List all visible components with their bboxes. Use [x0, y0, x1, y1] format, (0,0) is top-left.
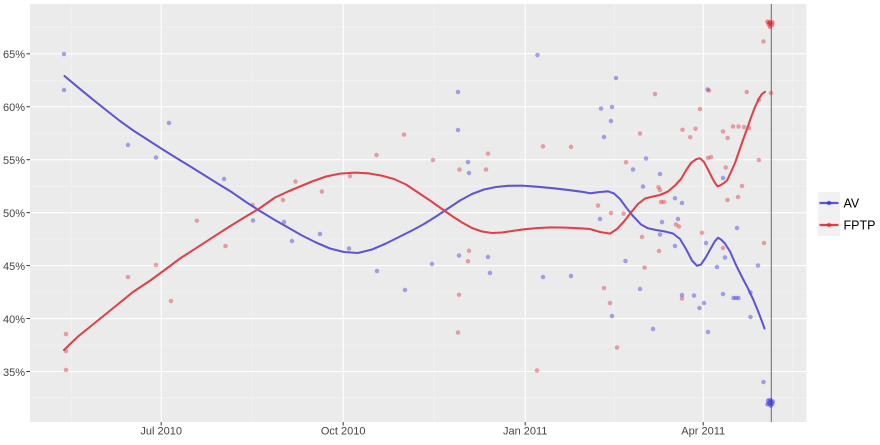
svg-text:FPTP: FPTP [844, 218, 876, 232]
svg-text:35%: 35% [3, 367, 25, 379]
svg-text:40%: 40% [3, 314, 25, 326]
svg-text:Jul 2010: Jul 2010 [140, 426, 182, 438]
svg-text:Oct 2010: Oct 2010 [321, 426, 366, 438]
svg-text:65%: 65% [3, 49, 25, 61]
svg-text:60%: 60% [3, 102, 25, 114]
svg-text:45%: 45% [3, 261, 25, 273]
svg-text:Jan 2011: Jan 2011 [503, 426, 547, 438]
svg-text:AV: AV [844, 196, 860, 210]
svg-text:50%: 50% [3, 208, 25, 220]
svg-text:55%: 55% [3, 155, 25, 167]
svg-text:Apr 2011: Apr 2011 [681, 426, 725, 438]
